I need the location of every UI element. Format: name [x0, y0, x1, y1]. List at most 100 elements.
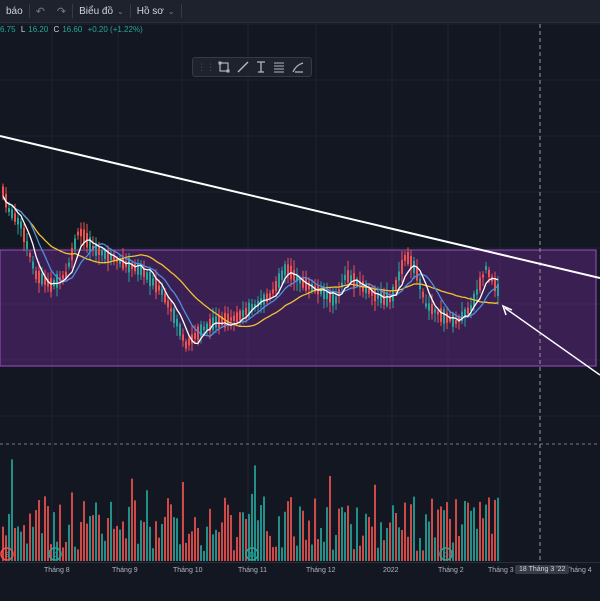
candle: [221, 316, 223, 325]
candle: [65, 271, 67, 279]
candle: [2, 186, 4, 197]
fib-retracement-icon[interactable]: [270, 59, 288, 75]
volume-bar: [272, 547, 274, 561]
volume-bar: [68, 524, 70, 561]
candle: [248, 302, 250, 317]
candle: [470, 305, 472, 311]
volume-bar: [266, 531, 268, 561]
volume-bar: [104, 540, 106, 561]
toolbar-divider: [28, 4, 30, 18]
change-value: +0.20 (+1.22%): [87, 25, 143, 34]
candle: [278, 273, 280, 288]
drag-handle-icon[interactable]: ⋮⋮: [197, 61, 216, 72]
volume-bar: [248, 513, 250, 561]
volume-bar: [173, 517, 175, 561]
volume-bar: [455, 499, 457, 561]
rectangle-icon[interactable]: [215, 59, 233, 75]
candle: [89, 237, 91, 252]
volume-bar: [50, 544, 52, 561]
candle: [14, 213, 16, 222]
candle: [350, 275, 352, 282]
volume-bar: [293, 536, 295, 561]
candle: [83, 229, 85, 244]
volume-bar: [38, 500, 40, 561]
volume-bar: [200, 545, 202, 561]
volume-bar: [380, 522, 382, 561]
volume-bar: [344, 512, 346, 561]
time-label: Tháng 9: [112, 567, 138, 574]
candle: [359, 281, 361, 288]
candle: [95, 243, 97, 256]
close-label: C: [53, 25, 60, 34]
volume-bar: [299, 506, 301, 561]
profile-menu-button[interactable]: Hồ sơ ⌄: [131, 0, 181, 22]
candle: [356, 279, 358, 285]
redo-icon[interactable]: ↷: [56, 5, 67, 18]
candle: [143, 269, 145, 277]
volume-bar: [443, 510, 445, 561]
candle: [368, 287, 370, 294]
arrow-head: [501, 304, 513, 316]
candle: [68, 262, 70, 267]
candle: [284, 264, 286, 276]
candle: [119, 259, 121, 264]
candle: [494, 277, 496, 292]
text-cursor-icon[interactable]: [252, 59, 270, 75]
volume-bar: [413, 496, 415, 561]
event-marker: [245, 547, 259, 561]
candle: [311, 283, 313, 292]
volume-bar: [461, 524, 463, 561]
volume-bar: [251, 493, 253, 561]
candle: [455, 320, 457, 324]
volume-bar: [452, 542, 454, 561]
brush-icon[interactable]: [289, 59, 307, 75]
candle: [482, 274, 484, 278]
candle: [179, 324, 181, 336]
volume-bar: [53, 512, 55, 561]
volume-bar: [362, 535, 364, 561]
volume-bar: [347, 505, 349, 561]
alert-menu[interactable]: báo: [0, 0, 29, 22]
volume-bar: [17, 526, 19, 561]
chart-menu-button[interactable]: Biểu đồ ⌄: [73, 0, 130, 22]
candle: [464, 309, 466, 318]
volume-bar: [242, 512, 244, 561]
volume-bar: [383, 540, 385, 561]
volume-bar: [233, 550, 235, 561]
candle: [305, 278, 307, 291]
candle: [203, 326, 205, 331]
candle: [44, 277, 46, 285]
candle: [377, 294, 379, 299]
volume-bar: [149, 526, 151, 561]
toolbar-divider: [72, 4, 74, 18]
volume-bar: [62, 547, 64, 561]
volume-bar: [290, 497, 292, 561]
volume-bar: [260, 505, 262, 561]
volume-bar: [482, 518, 484, 561]
volume-bar: [230, 515, 232, 561]
candle: [326, 291, 328, 300]
time-label: 2022: [383, 567, 399, 574]
candle: [344, 274, 346, 281]
candle: [407, 251, 409, 265]
event-marker-label: D: [443, 552, 448, 559]
ohlc-legend: 6.75 L 16.20 C 16.60 +0.20 (+1.22%): [0, 25, 146, 34]
candle: [437, 311, 439, 315]
candle: [380, 291, 382, 304]
trend-line-icon[interactable]: [234, 59, 252, 75]
undo-icon[interactable]: ↶: [35, 5, 45, 18]
candle: [488, 269, 490, 278]
candle: [146, 272, 148, 280]
volume-bar: [47, 506, 49, 561]
time-axis[interactable]: Tháng 8 Tháng 9 Tháng 10 Tháng 11 Tháng …: [0, 562, 600, 601]
volume-bar: [389, 522, 391, 561]
time-label: Tháng 8: [44, 567, 70, 574]
volume-bar: [26, 543, 28, 561]
volume-bar: [479, 501, 481, 561]
volume-bar: [191, 531, 193, 561]
candle: [386, 292, 388, 306]
volume-bar: [473, 507, 475, 561]
volume-bar: [488, 497, 490, 561]
volume-bar: [254, 465, 256, 561]
